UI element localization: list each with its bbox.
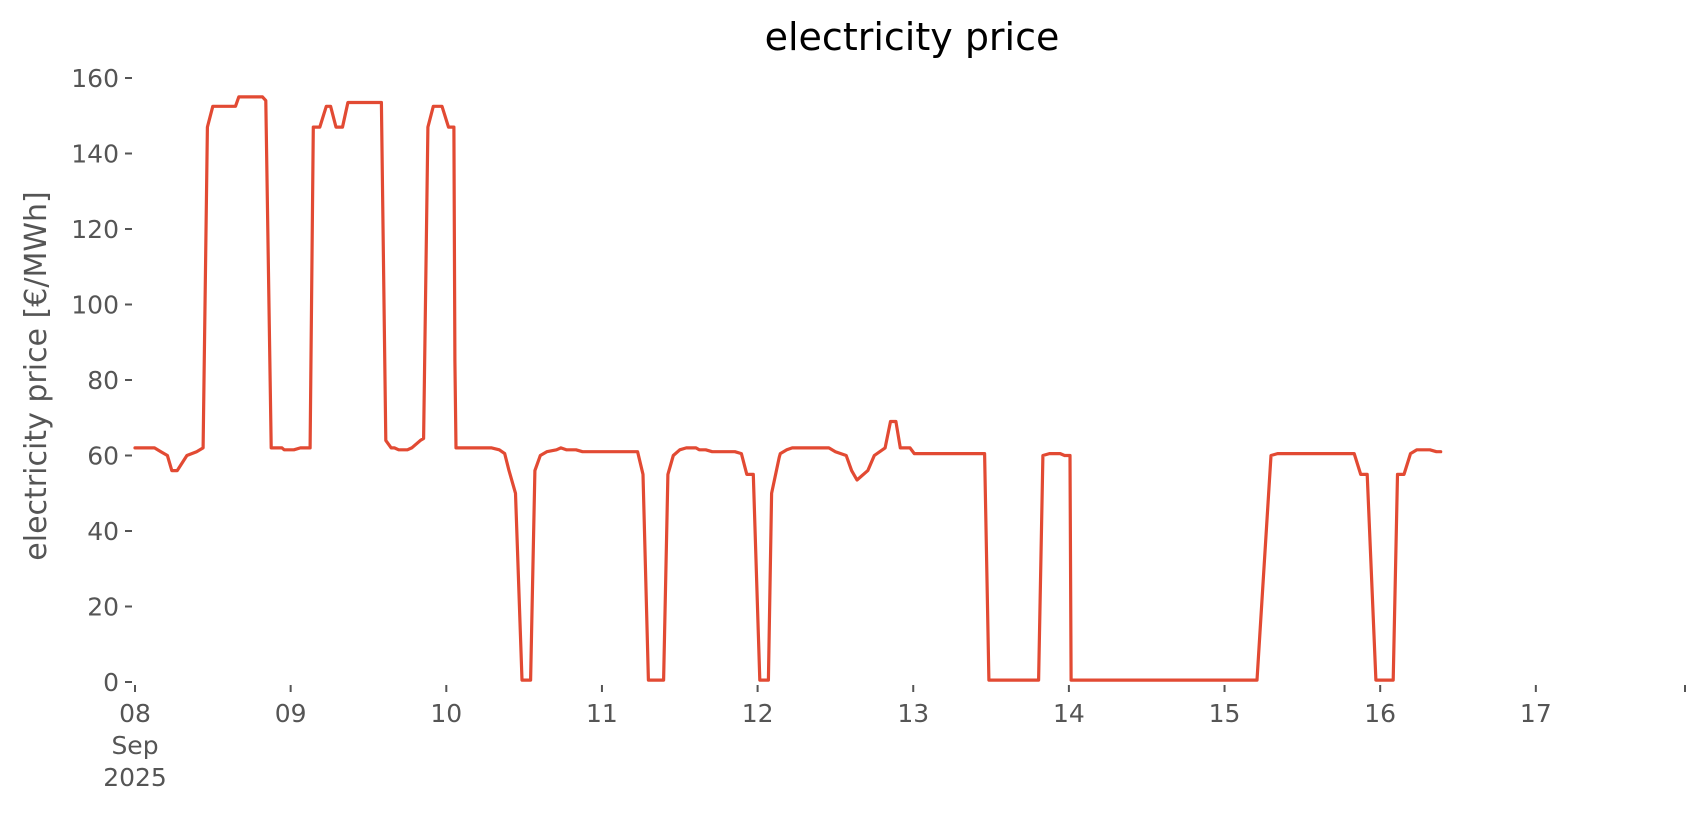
series-line <box>133 95 1443 682</box>
y-tick-label: 140 <box>71 140 119 169</box>
x-tick-label: 14 <box>1053 699 1085 728</box>
y-tick-label: 40 <box>87 517 119 546</box>
x-tick-label: Sep <box>111 731 158 760</box>
x-tick-label: 15 <box>1209 699 1241 728</box>
y-axis: 0 20 40 60 80 100 120 140 160 <box>71 64 132 697</box>
x-tick-label: 12 <box>742 699 774 728</box>
x-tick-label: 11 <box>586 699 618 728</box>
x-tick-label: 16 <box>1364 699 1396 728</box>
y-axis-label: electricity price [€/MWh] <box>19 191 54 560</box>
y-tick-label: 100 <box>71 291 119 320</box>
y-tick-label: 80 <box>87 366 119 395</box>
y-tick-label: 20 <box>87 593 119 622</box>
y-tick-label: 60 <box>87 442 119 471</box>
y-tick-label: 120 <box>71 215 119 244</box>
x-tick-label: 09 <box>275 699 307 728</box>
y-tick-label: 160 <box>71 64 119 93</box>
x-tick-label: 13 <box>897 699 929 728</box>
x-tick-label: 17 <box>1520 699 1552 728</box>
y-tick-label: 0 <box>103 668 119 697</box>
x-axis: 08 Sep 2025 09 10 11 12 13 14 15 16 17 <box>103 685 1686 792</box>
chart-title: electricity price <box>765 15 1060 59</box>
x-tick-label: 2025 <box>103 763 167 792</box>
x-tick-label: 08 <box>119 699 151 728</box>
x-tick-label: 10 <box>430 699 462 728</box>
plot-area <box>133 95 1443 682</box>
